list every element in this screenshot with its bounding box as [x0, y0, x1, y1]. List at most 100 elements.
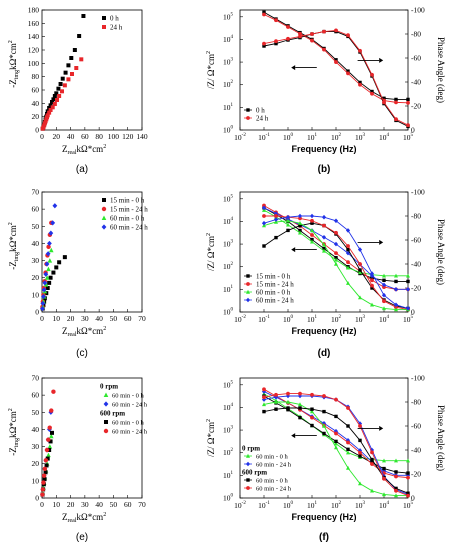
data-point [72, 48, 77, 52]
x-tick-label: 10-1 [258, 315, 270, 324]
y-axis-label: /Z/ Ω*cm2 [206, 51, 216, 89]
plot-frame [239, 9, 409, 131]
data-point [382, 273, 386, 278]
data-point [382, 306, 386, 311]
data-point [382, 466, 386, 471]
data-point [60, 89, 64, 94]
data-point [47, 444, 53, 449]
data-point [69, 56, 74, 60]
data-point [322, 409, 326, 414]
y2-tick-label: -100 [411, 6, 425, 15]
data-point [52, 203, 58, 209]
y-axis-label: /Z/ Ω*cm2 [206, 419, 216, 457]
y-tick-exp: 5 [231, 194, 234, 199]
y-tick-label: 104 [223, 35, 234, 44]
data-point [60, 76, 65, 81]
y-tick-exp: 4 [231, 217, 234, 222]
legend-label: 15 min - 24 h [110, 206, 148, 214]
legend-marker [245, 297, 251, 303]
x-tick-exp: 3 [363, 315, 366, 320]
data-point [394, 305, 398, 310]
x-tick-base: 10 [283, 133, 291, 142]
y2-tick-label: -40 [411, 260, 421, 269]
x-tick-label: 101 [307, 133, 318, 142]
data-point [334, 251, 338, 256]
y-tick-label: 20 [32, 459, 40, 468]
legend-label: 15 min - 0 h [256, 273, 291, 281]
data-point [405, 306, 411, 311]
legend-marker [101, 215, 107, 220]
y-axis-label: /Z/ Ω*cm2 [206, 233, 216, 271]
legend-marker [246, 274, 250, 278]
data-point [298, 402, 302, 407]
y-tick-label: 105 [223, 380, 234, 389]
data-point [44, 275, 50, 280]
data-point [261, 220, 267, 226]
data-point [334, 445, 338, 450]
data-point [47, 110, 52, 115]
y-tick-base: 10 [223, 12, 231, 21]
data-point [310, 415, 314, 420]
y2-tick-label: -80 [411, 30, 421, 39]
x-axis-label-xlabel_sub: real [68, 150, 77, 156]
x-axis-label-xlabel_main: Z [62, 326, 68, 336]
legend-label: 60 min - 24 h [256, 297, 294, 305]
x-tick-base: 10 [234, 501, 242, 510]
data-point [382, 492, 386, 497]
x-axis-label: Frequency (Hz) [291, 512, 356, 522]
data-point [358, 82, 362, 87]
data-point [393, 302, 399, 308]
data-point [370, 450, 374, 455]
x-tick-exp: -1 [266, 315, 271, 320]
data-point [310, 423, 314, 428]
y-tick-label: 0 [35, 494, 39, 503]
x-tick-label: 30 [81, 500, 89, 509]
data-point [370, 488, 374, 493]
x-tick-exp: 5 [411, 133, 414, 138]
data-point [286, 222, 290, 227]
x-tick-base: 10 [283, 501, 291, 510]
data-point [47, 425, 52, 430]
series-line [263, 29, 409, 126]
data-point [406, 100, 410, 105]
y-tick-base: 10 [223, 80, 231, 89]
data-point [79, 57, 84, 62]
data-point [62, 255, 67, 260]
y2-tick-label: -100 [411, 188, 425, 197]
y-tick-base: 10 [223, 471, 231, 480]
y2-tick-label: -80 [411, 398, 421, 407]
x-tick-label: 0 [40, 132, 44, 141]
plot-frame [239, 377, 409, 499]
y-tick-exp: 3 [231, 240, 234, 245]
x-tick-exp: 2 [339, 315, 342, 320]
legend-label: 60 min - 24 h [256, 486, 292, 493]
x-tick-label: 10 [53, 314, 61, 323]
y-tick-label: 20 [32, 112, 40, 121]
y-tick-base: 10 [223, 448, 231, 457]
y-tick-exp: 2 [231, 448, 234, 453]
data-point [49, 408, 54, 413]
x-tick-label: 20 [67, 500, 75, 509]
legend-marker [102, 25, 106, 29]
arrow-right-head [379, 239, 384, 245]
plot-frame [41, 377, 143, 499]
data-point [46, 244, 51, 250]
data-point [48, 275, 53, 280]
x-tick-exp: 5 [411, 501, 414, 506]
data-point [358, 481, 362, 486]
data-point [370, 278, 374, 283]
y-tick-label: 105 [223, 194, 234, 203]
y-tick-label: 100 [28, 59, 40, 68]
data-point [382, 476, 386, 481]
series-3 [40, 203, 58, 312]
data-point [346, 447, 350, 452]
legend-label: 15 min - 24 h [256, 281, 294, 289]
x-tick-label: 102 [331, 133, 342, 142]
data-point [382, 100, 386, 105]
data-point [298, 34, 302, 39]
y-tick-label: 160 [28, 19, 40, 28]
data-point [406, 493, 410, 498]
y-tick-label: 102 [223, 80, 234, 89]
x-axis-label: Frequency (Hz) [291, 144, 356, 154]
y-tick-label: 100 [223, 308, 234, 317]
